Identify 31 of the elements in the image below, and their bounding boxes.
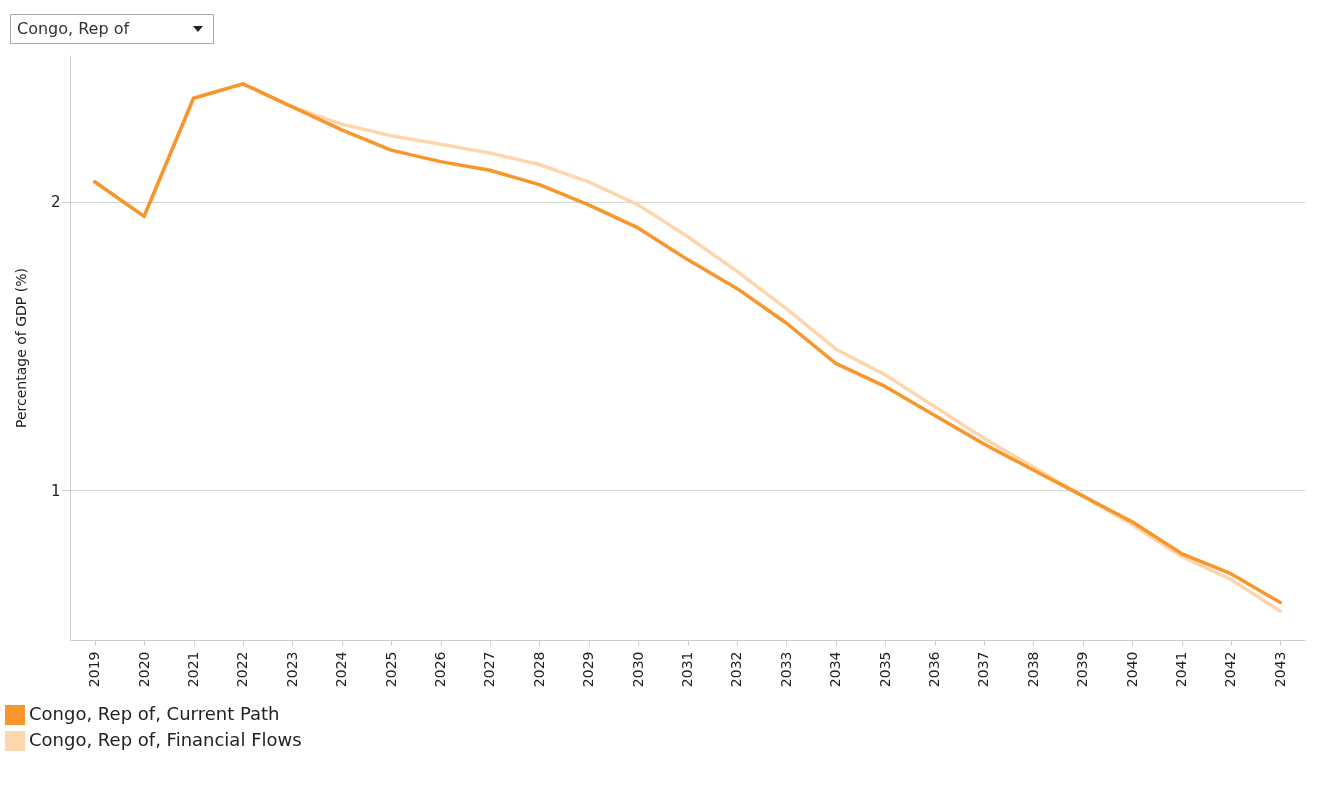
chart-title: Congo, Rep of [17,19,130,38]
x-tick-label: 2030 [629,651,646,688]
x-tick-label: 2032 [728,651,745,688]
x-tick-label: 2026 [432,651,448,688]
x-tick-label: 2031 [679,651,695,688]
x-tick-label: 2039 [1074,651,1091,688]
x-tick-label: 2043 [1271,651,1288,688]
x-tick-label: 2035 [876,651,893,688]
y-axis-title: Percentage of GDP (%) [12,268,29,428]
x-tick-label: 2025 [382,651,399,688]
x-tick-label: 2038 [1024,651,1041,688]
x-tick-label: 2019 [86,651,103,688]
x-tick-label: 2036 [926,651,942,688]
x-tick-label: 2033 [777,651,794,688]
x-tick-label: 2024 [333,651,350,688]
legend-label: Congo, Rep of, Financial Flows [29,729,302,750]
legend-label: Congo, Rep of, Current Path [29,703,280,724]
x-tick-label: 2027 [481,651,498,688]
x-tick-label: 2023 [283,651,300,688]
x-tick-label: 2041 [1173,651,1189,688]
x-tick-label: 2040 [1123,651,1140,688]
x-tick-label: 2021 [185,651,201,688]
x-tick-label: 2020 [135,651,152,688]
y-tick-label: 2 [50,193,61,212]
y-tick-label: 1 [50,481,61,500]
x-tick-label: 2042 [1222,651,1239,688]
x-tick-label: 2037 [975,651,992,688]
x-tick-label: 2022 [234,651,251,688]
x-tick-label: 2029 [580,651,597,688]
x-tick-label: 2028 [530,651,547,688]
x-tick-label: 2034 [827,651,844,688]
